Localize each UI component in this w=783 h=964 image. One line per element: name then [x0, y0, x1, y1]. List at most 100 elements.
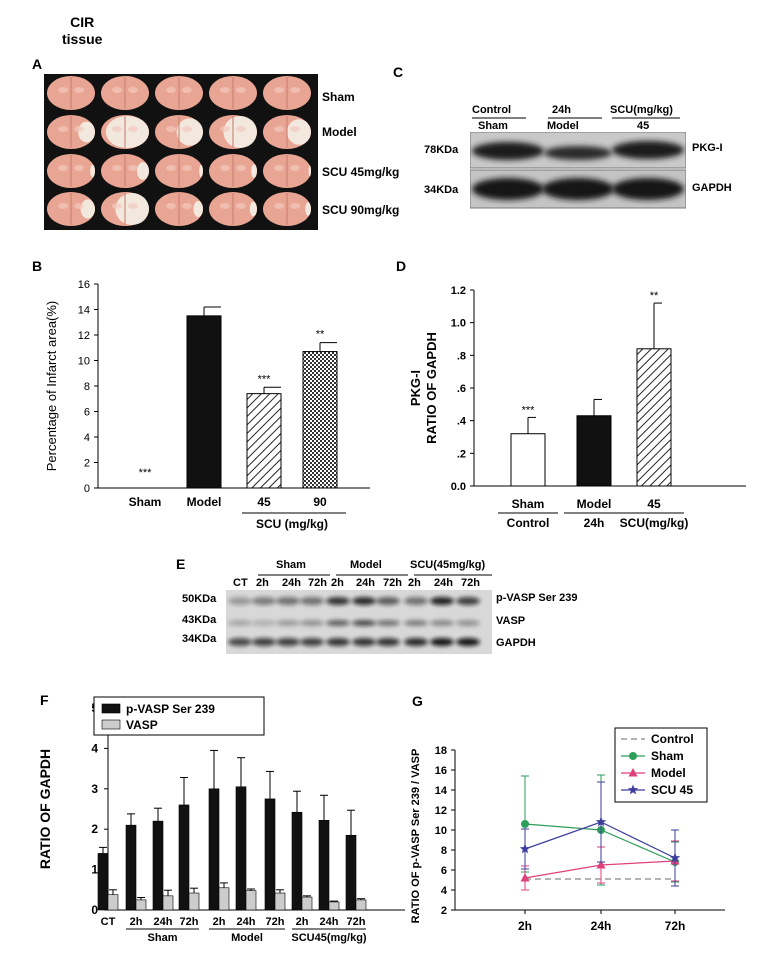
y-tick-label: 6: [441, 865, 447, 877]
brain-slice: [209, 154, 257, 188]
slice-ventricle: [112, 126, 122, 132]
x-tick-label: 2h: [213, 916, 226, 928]
slice-ventricle: [58, 203, 68, 209]
y-tick-label: 14: [435, 785, 448, 797]
slice-row-label-scu45: SCU 45mg/kg: [322, 165, 400, 179]
blot-c-col3-bottom: 45: [637, 120, 650, 132]
lane-label: 72h: [461, 577, 480, 589]
data-point: [596, 860, 606, 869]
brain-slice: [209, 76, 257, 110]
legend-swatch: [101, 703, 121, 714]
slice-ventricle: [58, 126, 68, 132]
band-gapdh: [276, 638, 300, 646]
band-gapdh: [300, 638, 324, 646]
x-tick-label: Model: [577, 497, 612, 511]
y-axis-label: RATIO OF p-VASP Ser 239 / VASP: [410, 749, 422, 924]
brain-slice: [155, 76, 203, 110]
brain-slice: [101, 192, 149, 226]
lane-label: CT: [233, 577, 248, 589]
y-tick-label: 14: [78, 305, 90, 317]
lane-label: 72h: [308, 577, 327, 589]
slice-lesion: [199, 164, 203, 178]
blot-e-group-sham: Sham: [276, 559, 306, 571]
bar-pvasp: [318, 820, 330, 911]
slice-row-label-sham: Sham: [322, 90, 355, 104]
slice-ventricle: [290, 165, 300, 171]
legend-marker: [629, 752, 637, 760]
y-tick-label: 16: [435, 765, 447, 777]
y-tick-label: 2: [84, 458, 90, 470]
lane-label: 24h: [282, 577, 301, 589]
tissue-header: CIR tissue: [62, 14, 102, 48]
header-line1: CIR: [70, 14, 95, 30]
x-tick-label: 24h: [154, 916, 173, 928]
bar-pvasp: [291, 811, 303, 911]
y-tick-label: 10: [435, 825, 447, 837]
band-pvasp: [404, 597, 428, 605]
y-axis-label: Percentage of Infarct area(%): [44, 301, 59, 472]
panel-label-f: F: [40, 692, 49, 708]
slice-lesion: [249, 201, 257, 217]
bar-vasp: [218, 887, 230, 911]
x-tick-label: 2h: [296, 916, 309, 928]
y-tick-label: 16: [78, 279, 90, 291]
slice-lesion: [287, 119, 311, 145]
slice-ventricle: [274, 87, 284, 93]
slice-ventricle: [274, 203, 284, 209]
blot-e-group-scu: SCU(45mg/kg): [410, 559, 486, 571]
blot-c-col3-top: SCU(mg/kg): [610, 104, 673, 116]
y-tick-label: 1.0: [451, 318, 466, 330]
band-gapdh: [430, 638, 454, 646]
slice-lesion: [308, 165, 311, 177]
band-vasp: [326, 620, 350, 626]
x-tick-label: 72h: [180, 916, 199, 928]
band-gapdh: [376, 638, 400, 646]
x-tick-label: 24h: [320, 916, 339, 928]
slice-ventricle: [128, 165, 138, 171]
x-tick-sublabel: SCU(mg/kg): [620, 516, 689, 530]
data-point: [669, 852, 681, 863]
x-tick-label: 72h: [347, 916, 366, 928]
brain-slices-image: [44, 74, 318, 230]
bar: [510, 433, 546, 487]
series-scu-45: [519, 781, 681, 887]
legend-label: p-VASP Ser 239: [126, 702, 215, 716]
significance-label: ***: [522, 404, 536, 416]
y-tick-label: 1.2: [451, 285, 466, 297]
group-label: SCU (mg/kg): [256, 517, 328, 531]
group-label: Sham: [148, 932, 178, 944]
slice-ventricle: [112, 165, 122, 171]
x-tick-label: 90: [313, 495, 327, 509]
slice-ventricle: [182, 126, 192, 132]
band-vasp: [404, 620, 428, 626]
brain-slice: [263, 76, 311, 110]
brain-slice: [155, 192, 203, 226]
bar-pvasp: [264, 798, 276, 911]
blot-c-protein-pkg: PKG-I: [692, 142, 723, 154]
slice-ventricle: [128, 203, 138, 209]
x-tick-label: 2h: [130, 916, 143, 928]
blot-c-group-underlines: [472, 117, 680, 119]
slice-ventricle: [182, 165, 192, 171]
panel-label-a: A: [32, 56, 43, 72]
slice-ventricle: [182, 87, 192, 93]
bar-vasp: [188, 892, 200, 911]
slice-lesion: [305, 202, 311, 216]
blot-e-kda-gapdh: 34KDa: [182, 633, 217, 645]
legend-frame: [93, 696, 265, 736]
chart-d: 0.0 .2 .4 .6 .8 1.0 1.2 PKG-I RATIO OF GAPDH *** S…: [408, 285, 746, 530]
slice-lesion: [193, 201, 203, 217]
band-pvasp: [326, 597, 350, 605]
y-tick-label: 2: [441, 905, 447, 917]
band-pvasp: [376, 597, 400, 605]
slice-row-label-model: Model: [322, 125, 357, 139]
y-tick-label: 1: [91, 863, 98, 877]
lane-label: 24h: [356, 577, 375, 589]
significance-label: ***: [258, 373, 272, 385]
significance-label: ***: [139, 467, 153, 479]
data-point: [595, 816, 607, 827]
slice-row-label-scu90: SCU 90mg/kg: [322, 203, 400, 217]
slice-lesion: [78, 121, 95, 143]
brain-slice: [47, 76, 95, 110]
band-pvasp: [228, 597, 252, 605]
